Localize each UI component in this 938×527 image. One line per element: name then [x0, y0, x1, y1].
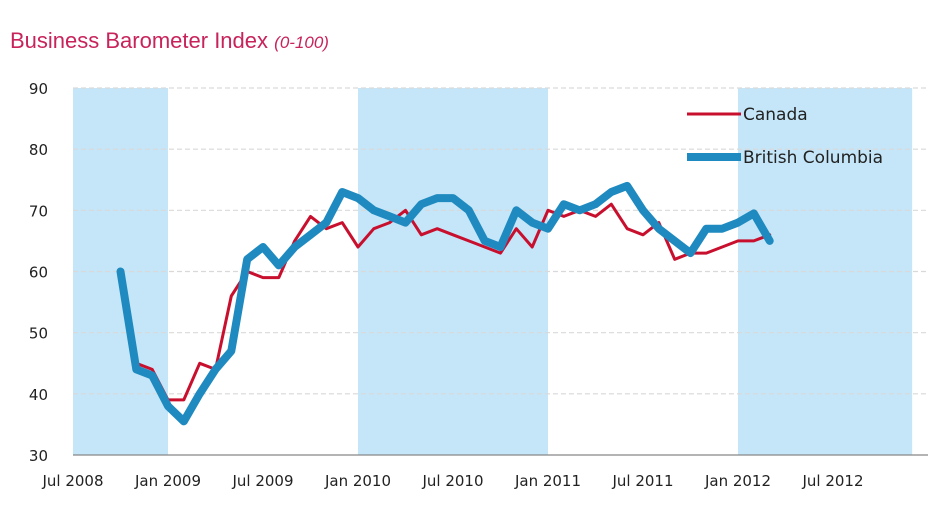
- y-tick-label: 60: [29, 264, 48, 282]
- y-tick-label: 70: [29, 202, 48, 220]
- y-tick-label: 90: [29, 80, 48, 98]
- x-axis-ticks: Jul 2008 Jan 2009 Jul 2009 Jan 2010 Jul 2010…: [41, 472, 863, 490]
- x-tick-label: Jan 2009: [134, 472, 201, 490]
- y-tick-label: 50: [29, 325, 48, 343]
- legend: Canada British Columbia: [687, 105, 883, 168]
- x-tick-label: Jul 2009: [231, 472, 293, 490]
- series-lines: [116, 181, 774, 426]
- y-axis-ticks: 30 40 50 60 70 80 90: [29, 80, 48, 465]
- x-tick-label: Jan 2011: [514, 472, 581, 490]
- y-tick-label: 40: [29, 386, 48, 404]
- x-tick-label: Jul 2010: [421, 472, 483, 490]
- x-tick-label: Jul 2008: [41, 472, 103, 490]
- chart-title-text: Business Barometer Index: [10, 28, 269, 53]
- chart-title: Business Barometer Index (0-100): [10, 28, 329, 54]
- x-tick-label: Jul 2011: [611, 472, 673, 490]
- y-tick-label: 30: [29, 447, 48, 465]
- gridlines: [73, 87, 928, 456]
- y-tick-label: 80: [29, 141, 48, 159]
- x-tick-label: Jan 2010: [324, 472, 391, 490]
- series-line-british-columbia: [116, 181, 774, 426]
- legend-label: British Columbia: [743, 148, 883, 168]
- chart-subtitle: (0-100): [274, 33, 329, 52]
- x-tick-label: Jan 2012: [704, 472, 771, 490]
- x-tick-label: Jul 2012: [801, 472, 863, 490]
- legend-label: Canada: [743, 105, 808, 125]
